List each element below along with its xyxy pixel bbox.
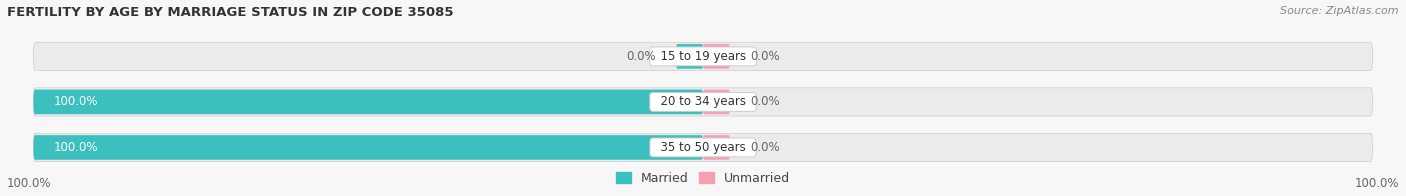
Text: 100.0%: 100.0% bbox=[1354, 177, 1399, 190]
Text: 20 to 34 years: 20 to 34 years bbox=[652, 95, 754, 108]
Text: Source: ZipAtlas.com: Source: ZipAtlas.com bbox=[1281, 6, 1399, 16]
Text: 100.0%: 100.0% bbox=[53, 95, 98, 108]
FancyBboxPatch shape bbox=[676, 44, 703, 69]
Text: 0.0%: 0.0% bbox=[627, 50, 657, 63]
FancyBboxPatch shape bbox=[703, 44, 730, 69]
FancyBboxPatch shape bbox=[34, 133, 1372, 162]
Text: 100.0%: 100.0% bbox=[53, 141, 98, 154]
FancyBboxPatch shape bbox=[34, 42, 1372, 71]
Text: 0.0%: 0.0% bbox=[749, 141, 779, 154]
FancyBboxPatch shape bbox=[703, 90, 730, 114]
FancyBboxPatch shape bbox=[703, 135, 730, 160]
Text: 0.0%: 0.0% bbox=[749, 95, 779, 108]
FancyBboxPatch shape bbox=[34, 88, 1372, 116]
Text: 0.0%: 0.0% bbox=[749, 50, 779, 63]
Text: 15 to 19 years: 15 to 19 years bbox=[652, 50, 754, 63]
FancyBboxPatch shape bbox=[34, 90, 703, 114]
Text: 35 to 50 years: 35 to 50 years bbox=[652, 141, 754, 154]
Legend: Married, Unmarried: Married, Unmarried bbox=[612, 167, 794, 190]
Text: FERTILITY BY AGE BY MARRIAGE STATUS IN ZIP CODE 35085: FERTILITY BY AGE BY MARRIAGE STATUS IN Z… bbox=[7, 6, 454, 19]
Text: 100.0%: 100.0% bbox=[7, 177, 52, 190]
FancyBboxPatch shape bbox=[34, 135, 703, 160]
